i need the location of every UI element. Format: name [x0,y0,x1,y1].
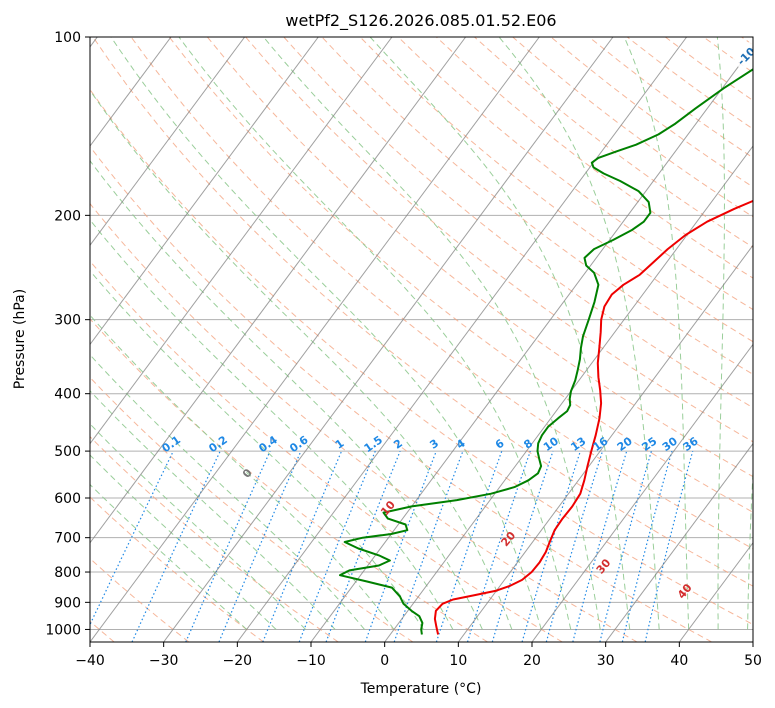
dry-adiabat-line [90,202,638,642]
x-tick-label: 40 [670,653,688,669]
sounding-series [339,68,753,635]
moist-adiabat-line [110,37,542,630]
x-tick-label: −20 [223,653,253,669]
isotherm-line [90,37,467,544]
x-tick-label: 50 [744,653,762,669]
mixing-ratio-line [466,450,531,642]
x-tick-label: 0 [380,653,389,669]
x-tick-label: 30 [597,653,615,669]
x-tick-label: −30 [149,653,179,669]
isotherms [90,37,753,642]
y-tick-label: 900 [54,595,81,611]
x-axis-title: Temperature (°C) [360,681,482,697]
y-tick-label: 700 [54,531,81,547]
temperature-profile-line [433,199,753,635]
y-axis: 100 200 300 400 500 600 700 800 900 1000 [45,30,90,638]
dry-adiabats [90,37,753,642]
dry-adiabat-line [90,260,563,642]
isotherm-line [90,37,172,147]
mixing-ratio-line [218,450,302,642]
isotherm-label-bg [731,41,753,69]
moist-adiabat-line [90,454,277,630]
x-tick-label: −10 [296,653,326,669]
moist-adiabat-line [90,483,248,630]
dry-adiabat-line [359,37,753,343]
moist-adiabat-line [90,390,336,630]
moist-adiabat-line [623,37,690,630]
x-tick-label: 20 [523,653,541,669]
dry-adiabat-line [92,37,753,587]
mixing-ratio-line [599,450,652,642]
mixing-ratio-line [621,450,673,642]
dry-adiabat-line [321,37,753,375]
y-tick-label: 200 [54,208,81,224]
isotherm-line [605,442,753,642]
dry-adiabat-line [90,145,712,642]
isotherm-line [531,343,753,642]
dry-adiabat-line [207,37,753,478]
plot-frame [89,36,754,643]
y-tick-label: 100 [54,30,81,46]
mixing-ratio-line [545,450,604,642]
isotherm-line [163,37,614,642]
isotherm-line [457,244,753,642]
mixing-ratio-line [298,450,376,642]
moist-adiabat-line [90,219,454,630]
y-tick-label: 600 [54,491,81,507]
moist-adiabat-line [369,37,631,630]
mixing-ratio-lines [90,450,694,642]
mixing-ratio-line [325,450,401,642]
isotherm-line [90,37,246,247]
isotherm-line [310,46,753,642]
y-tick-label: 800 [54,565,81,581]
moist-adiabat-line [716,37,726,630]
isotherm-line [236,37,688,642]
dry-adiabat-line [168,37,753,513]
mixing-ratio-line [435,450,503,642]
isotherm-line [384,145,753,642]
mixing-ratio-line [262,450,343,642]
moist-adiabat-line [90,159,483,630]
isotherm-line [90,37,540,642]
mixing-ratio-line [521,450,581,642]
y-tick-label: 300 [54,313,81,329]
mixing-ratio-line [491,450,554,642]
dry-adiabat-line [90,88,753,626]
dewpoint-profile-line [339,68,753,635]
y-tick-label: 500 [54,444,81,460]
mixing-ratio-line [364,450,437,642]
x-tick-label: 10 [449,653,467,669]
chart-title: wetPf2_S126.2026.085.01.52.E06 [285,11,556,31]
y-tick-label: 400 [54,387,81,403]
moist-adiabat-line [90,89,513,630]
dry-adiabat-line [397,37,753,311]
y-axis-title: Pressure (hPa) [12,289,28,389]
moist-adiabat-line [90,354,365,630]
mixing-ratio-line [185,450,271,642]
moist-adiabat-line [90,270,424,630]
x-tick-label: −40 [75,653,105,669]
moist-adiabat-line [263,37,601,630]
moist-adiabat-line [90,423,306,630]
dry-adiabat-line [90,376,414,642]
isotherm-line [90,37,393,445]
mixing-ratio-line [572,450,628,642]
moist-adiabat-line [90,314,395,630]
y-tick-label: 1000 [45,622,81,638]
moist-adiabat-line [498,37,660,630]
isotherm-line [90,37,319,346]
x-axis: −40 −30 −20 −10 0 10 20 30 40 50 [75,642,762,669]
